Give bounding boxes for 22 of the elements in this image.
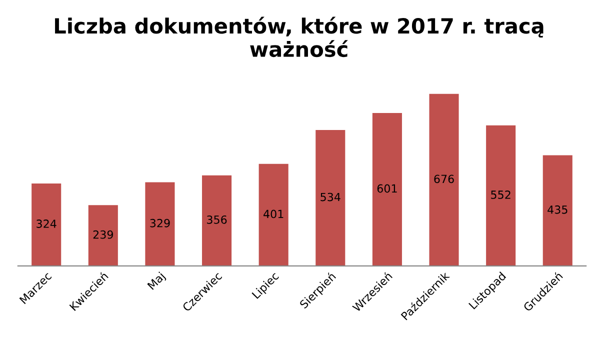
data-label: 676 bbox=[434, 174, 454, 184]
data-label: 324 bbox=[36, 220, 56, 228]
data-label: 601 bbox=[377, 184, 397, 193]
data-label: 552 bbox=[491, 190, 510, 199]
data-label: 356 bbox=[207, 215, 227, 224]
bar bbox=[316, 130, 346, 266]
bar bbox=[88, 205, 118, 266]
data-label: 435 bbox=[548, 205, 568, 214]
data-label: 329 bbox=[150, 218, 170, 228]
data-label: 401 bbox=[264, 210, 284, 218]
bar bbox=[429, 94, 459, 266]
bar bbox=[202, 175, 232, 266]
bar bbox=[258, 164, 288, 266]
data-label: 534 bbox=[320, 192, 340, 202]
x-tick-label: Maj bbox=[146, 272, 167, 292]
chart-title: Liczba dokumentów, które w 2017 r. tracą ważność bbox=[55, 16, 544, 58]
data-label: 239 bbox=[93, 230, 113, 239]
bar bbox=[542, 155, 572, 266]
bar bbox=[486, 125, 516, 266]
bar bbox=[32, 183, 62, 266]
bar bbox=[145, 182, 175, 266]
bar bbox=[372, 112, 402, 266]
